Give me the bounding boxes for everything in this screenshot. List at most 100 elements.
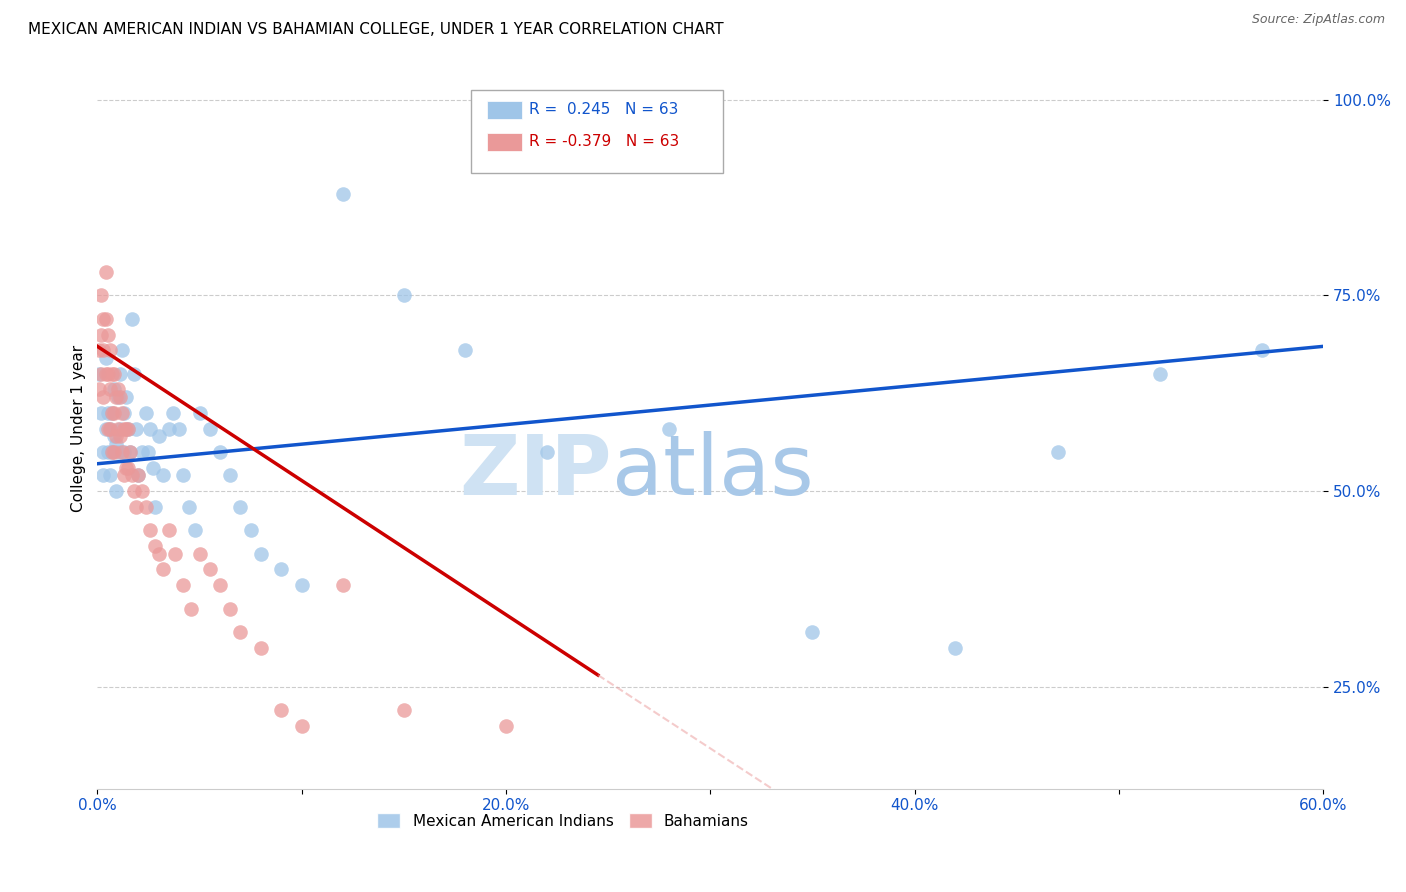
Point — [115, 460, 138, 475]
Point — [94, 351, 117, 365]
Point — [90, 367, 112, 381]
Point — [104, 484, 127, 499]
Point — [198, 562, 221, 576]
Point — [93, 390, 115, 404]
Point — [157, 421, 180, 435]
Point — [90, 288, 112, 302]
Point — [107, 383, 129, 397]
Point — [121, 468, 143, 483]
Point — [97, 367, 120, 381]
Point — [162, 406, 184, 420]
Point — [112, 421, 135, 435]
Point — [184, 523, 207, 537]
Point — [131, 484, 153, 499]
Point — [112, 468, 135, 483]
Point — [107, 445, 129, 459]
Point — [180, 601, 202, 615]
Point — [1251, 343, 1274, 358]
Point — [111, 445, 134, 459]
Point — [98, 421, 121, 435]
Point — [143, 539, 166, 553]
Point — [93, 312, 115, 326]
Bar — [488, 133, 522, 152]
Point — [219, 468, 242, 483]
Point — [495, 719, 517, 733]
Point — [103, 445, 125, 459]
Point — [249, 547, 271, 561]
Point — [108, 421, 131, 435]
Text: R =  0.245   N = 63: R = 0.245 N = 63 — [529, 102, 678, 117]
Point — [1046, 445, 1069, 459]
Point — [332, 186, 354, 201]
Point — [198, 421, 221, 435]
Point — [188, 406, 211, 420]
Point — [115, 421, 138, 435]
Point — [93, 343, 115, 358]
Point — [179, 500, 201, 514]
Point — [108, 390, 131, 404]
Point — [103, 367, 125, 381]
Point — [104, 437, 127, 451]
Point — [118, 445, 141, 459]
Point — [188, 547, 211, 561]
Point — [208, 445, 231, 459]
Point — [135, 406, 157, 420]
Point — [172, 468, 194, 483]
Text: MEXICAN AMERICAN INDIAN VS BAHAMIAN COLLEGE, UNDER 1 YEAR CORRELATION CHART: MEXICAN AMERICAN INDIAN VS BAHAMIAN COLL… — [28, 22, 724, 37]
Point — [658, 421, 681, 435]
Point — [89, 343, 111, 358]
Point — [94, 421, 117, 435]
Point — [100, 406, 122, 420]
Point — [100, 445, 122, 459]
Point — [945, 640, 967, 655]
Point — [208, 578, 231, 592]
Point — [122, 484, 145, 499]
Point — [392, 288, 415, 302]
Point — [122, 367, 145, 381]
Point — [219, 601, 242, 615]
Point — [103, 406, 125, 420]
Point — [108, 429, 131, 443]
Point — [117, 460, 139, 475]
Point — [125, 500, 148, 514]
Point — [229, 500, 252, 514]
Point — [135, 500, 157, 514]
Point — [111, 343, 134, 358]
Point — [270, 703, 292, 717]
Point — [454, 343, 477, 358]
Point — [332, 578, 354, 592]
Point — [139, 421, 162, 435]
Point — [97, 327, 120, 342]
Point — [139, 523, 162, 537]
Point — [94, 265, 117, 279]
Point — [98, 421, 121, 435]
Point — [111, 406, 134, 420]
Point — [239, 523, 262, 537]
Point — [100, 367, 122, 381]
Point — [112, 445, 135, 459]
Point — [90, 406, 112, 420]
Legend: Mexican American Indians, Bahamians: Mexican American Indians, Bahamians — [371, 806, 755, 835]
Point — [125, 421, 148, 435]
Point — [229, 625, 252, 640]
Point — [163, 547, 186, 561]
Point — [249, 640, 271, 655]
Point — [131, 445, 153, 459]
Point — [103, 429, 125, 443]
Text: ZIP: ZIP — [460, 431, 612, 512]
Point — [108, 367, 131, 381]
Point — [291, 578, 314, 592]
Text: R = -0.379   N = 63: R = -0.379 N = 63 — [529, 135, 679, 150]
Point — [89, 383, 111, 397]
Point — [143, 500, 166, 514]
Point — [115, 390, 138, 404]
Point — [97, 421, 120, 435]
Point — [1149, 367, 1171, 381]
Point — [97, 406, 120, 420]
Point — [172, 578, 194, 592]
Point — [536, 445, 558, 459]
Point — [100, 406, 122, 420]
Point — [118, 445, 141, 459]
Point — [127, 468, 149, 483]
Y-axis label: College, Under 1 year: College, Under 1 year — [72, 345, 86, 512]
